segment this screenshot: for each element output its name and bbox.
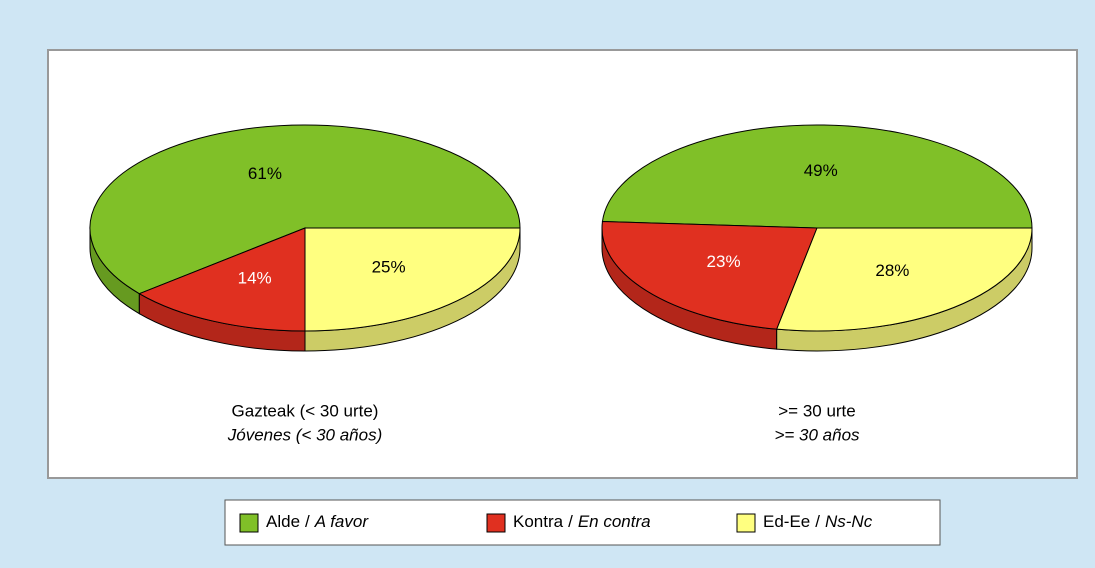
data-label: 28% — [875, 261, 909, 280]
legend-swatch — [239, 513, 259, 533]
data-label: 23% — [707, 252, 741, 271]
subtitle-es: >= 30 años — [774, 425, 860, 444]
legend-separator: / — [568, 512, 573, 531]
legend — [224, 499, 941, 546]
data-label: 25% — [372, 258, 406, 277]
legend-separator: / — [815, 512, 820, 531]
legend-name: Kontra — [513, 512, 564, 531]
legend-name-es: A favor — [314, 512, 370, 531]
data-label: 61% — [248, 164, 282, 183]
legend-swatch — [736, 513, 756, 533]
subtitle-es: Jóvenes (< 30 años) — [227, 425, 383, 444]
slice — [601, 124, 1033, 229]
subtitle: Gazteak (< 30 urte) — [232, 401, 379, 420]
legend-swatch — [486, 513, 506, 533]
legend-name-es: Ns-Nc — [825, 512, 873, 531]
legend-separator: / — [305, 512, 310, 531]
slice — [776, 227, 1033, 332]
legend-name-es: En contra — [578, 512, 651, 531]
slice — [89, 124, 521, 295]
subtitle: >= 30 urte — [778, 401, 856, 420]
slice — [304, 227, 521, 332]
data-label: 14% — [238, 269, 272, 288]
data-label: 49% — [804, 161, 838, 180]
legend-name: Ed-Ee — [763, 512, 810, 531]
legend-label: Kontra / En contra — [513, 512, 651, 531]
slice — [601, 221, 818, 330]
legend-label: Ed-Ee / Ns-Nc — [763, 512, 873, 531]
slice — [138, 227, 306, 332]
legend-name: Alde — [266, 512, 300, 531]
legend-label: Alde / A favor — [266, 512, 369, 531]
